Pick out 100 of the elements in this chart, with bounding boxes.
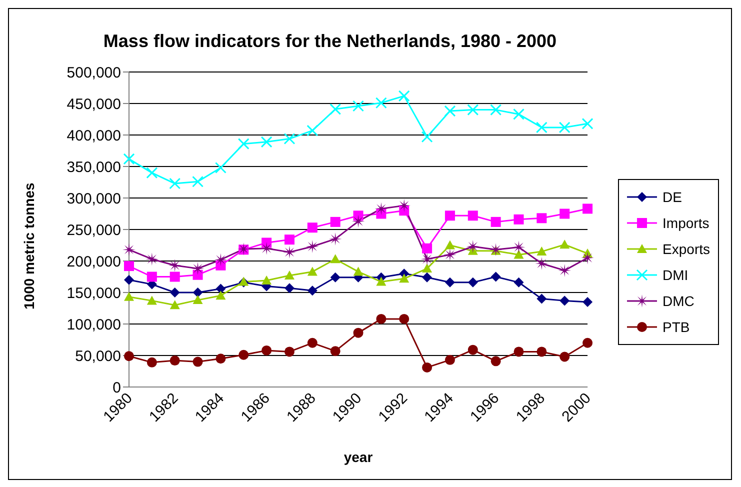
point [328,232,342,246]
point [374,202,388,216]
point [284,234,294,245]
point [124,351,134,362]
point [444,105,456,117]
y-tick-label: 250,000 [66,222,121,239]
point [330,216,340,227]
legend-label: DMI [662,267,688,283]
point [214,253,228,266]
point [307,338,318,348]
legend-label: DE [662,189,682,205]
legend-label: Exports [662,241,710,257]
point [560,208,570,219]
point [170,288,180,298]
y-tick-label: 100,000 [66,316,121,334]
point [192,356,203,367]
point [262,238,272,248]
point [536,213,547,224]
point [238,350,249,360]
point [330,346,340,356]
point [307,222,318,233]
point [284,270,294,280]
y-tick-label: 400,000 [66,127,121,144]
point [514,250,524,259]
x-axis-title: year [344,449,374,465]
point [444,354,455,365]
y-tick-label: 150,000 [66,284,121,302]
point [192,270,203,280]
point [146,296,157,305]
point [512,240,526,254]
point [216,290,226,300]
point [376,314,386,324]
point [398,90,410,102]
point [124,274,134,285]
point [422,264,432,273]
point [490,356,501,366]
point [262,276,272,285]
legend-label: DMC [662,293,694,309]
point [376,276,386,286]
point [214,162,226,174]
y-axis-title: 1000 metric tonnes [20,182,37,310]
point [260,242,274,255]
point [353,328,364,338]
point [216,354,226,364]
y-tick-label: 200,000 [66,253,121,270]
point [582,296,593,307]
point [444,210,455,221]
point [307,266,318,276]
point [536,294,547,304]
point [399,314,410,324]
point [444,277,455,288]
point [443,248,456,262]
point [262,345,272,356]
point [489,243,502,256]
point [330,103,342,115]
point [284,283,294,294]
point [192,288,203,298]
point [490,272,501,282]
point [581,251,594,264]
point [420,252,434,266]
point [192,176,204,188]
point [352,214,365,228]
point [306,124,318,136]
chart-title: Mass flow indicators for the Netherlands, 1980 - 2000 [102,31,558,52]
point [468,210,478,221]
point [169,178,181,190]
point [124,292,134,301]
y-tick-label: 350,000 [66,158,121,176]
point [122,243,136,256]
point [170,356,180,366]
point [170,300,180,310]
point [536,246,547,256]
point [260,136,272,148]
point [284,133,296,145]
y-tick-label: 50,000 [75,348,121,365]
point [582,204,593,214]
point [535,257,548,270]
y-tick-label: 500,000 [66,64,121,82]
point [399,274,410,283]
point [306,240,319,254]
point [168,258,182,272]
point [422,362,432,372]
point [422,243,432,254]
point [192,295,203,304]
point [514,214,524,224]
y-tick-label: 300,000 [66,190,121,208]
point [307,286,318,296]
legend-label: Imports [662,215,710,231]
y-tick-label: 450,000 [66,96,121,113]
point [444,240,455,250]
point [330,272,340,282]
point [514,277,524,288]
point [145,252,158,266]
point [146,272,157,282]
point [353,266,364,276]
point [146,167,158,179]
point [468,344,478,355]
point [330,254,340,264]
point [238,138,250,150]
point [558,264,572,277]
